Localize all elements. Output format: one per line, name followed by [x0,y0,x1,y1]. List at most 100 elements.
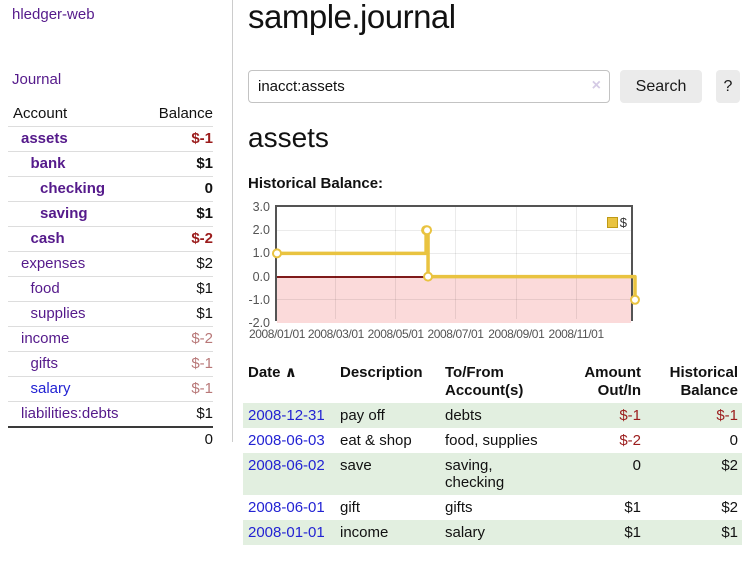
register-description: gift [340,499,361,516]
y-axis-tick-label: 0.0 [252,269,270,284]
account-link[interactable]: supplies [30,305,86,322]
register-amount: $1 [624,524,641,541]
register-description: eat & shop [340,432,412,449]
date-link[interactable]: 2008-01-01 [248,524,325,541]
accounts-table: Account Balance assets $-1 bank $1 checking 0… [8,102,213,452]
register-description: income [340,524,389,541]
negative-region [277,276,631,323]
data-point-marker[interactable] [272,248,282,259]
data-point-marker[interactable] [423,271,434,282]
register-accounts: debts [445,407,482,424]
v-gridline [335,207,337,319]
chart-plot-area[interactable]: $ [272,205,640,323]
x-axis-tick-label: 2008/05/01 [367,327,424,341]
search-button[interactable]: Search [620,70,702,103]
account-balance: $-1 [145,126,213,152]
register-header-date[interactable]: Date ∧ [248,364,297,381]
account-link[interactable]: expenses [21,255,86,272]
account-link[interactable]: gifts [30,355,59,372]
register-row[interactable]: 2008-06-01 gift gifts $1 $2 [243,495,742,520]
account-balance: $2 [145,251,213,277]
register-balance: 0 [729,432,738,449]
date-link[interactable]: 2008-12-31 [248,407,325,424]
search-form: × Search ? [248,70,742,103]
account-link[interactable]: liabilities:debts [21,405,119,422]
register-accounts: salary [445,524,486,541]
account-link[interactable]: income [21,330,70,347]
historical-balance-chart[interactable]: 3.0 2.0 1.0 0.0 -1.0 -2.0 $ 2008/01/01 2008/03… [248,200,668,345]
x-axis-tick-label: 2008/09/01 [488,327,545,341]
y-axis-tick-label: -1.0 [248,292,270,307]
page-title: sample.journal [248,0,456,35]
search-input[interactable] [248,70,610,103]
account-balance: $1 [145,401,213,428]
x-axis-tick-label: 2008/03/01 [307,327,364,341]
accounts-header-balance: Balance [145,102,213,127]
register-accounts: saving, checking [445,457,505,491]
register-row[interactable]: 2008-06-03 eat & shop food, supplies $-2 0 [243,428,742,453]
date-link[interactable]: 2008-06-03 [248,432,325,449]
register-amount: 0 [632,457,641,474]
app-title-link[interactable]: hledger-web [12,6,95,23]
date-link[interactable]: 2008-06-01 [248,499,325,516]
y-axis-tick-label: 3.0 [252,200,270,214]
account-link[interactable]: food [30,280,60,297]
chart-legend: $ [606,215,627,230]
register-accounts: gifts [445,499,473,516]
h-gridline [277,229,631,231]
account-link[interactable]: salary [30,380,71,397]
x-axis-tick-label: 2008/01/01 [248,327,306,341]
chart-title: Historical Balance: [248,175,384,192]
account-row: gifts $-1 [8,351,213,377]
x-axis-tick-label: 2008/11/01 [548,327,605,341]
account-row: assets $-1 [8,126,213,152]
register-balance: $2 [721,457,738,474]
account-balance: $1 [145,301,213,327]
account-link[interactable]: assets [21,130,68,147]
date-link[interactable]: 2008-06-02 [248,457,325,474]
clear-search-icon[interactable]: × [591,77,601,94]
register-table: Date ∧ Description To/From Account(s) Am… [243,362,742,545]
sidebar-item-journal[interactable]: Journal [12,71,62,88]
h-gridline [277,299,631,301]
register-header-balance: Historical Balance [669,364,738,399]
legend-label: $ [619,215,627,230]
register-header-description: Description [340,364,423,381]
h-gridline [277,252,631,254]
account-link[interactable]: bank [30,155,66,172]
account-balance: $-1 [145,376,213,402]
account-link[interactable]: checking [40,180,106,197]
account-row: supplies $1 [8,301,213,327]
account-row: expenses $2 [8,251,213,277]
v-gridline [515,207,517,319]
data-point-marker[interactable] [630,294,640,305]
account-row: income $-2 [8,326,213,352]
account-row: cash $-2 [8,226,213,252]
y-axis-tick-label: 1.0 [252,246,270,261]
help-button[interactable]: ? [716,70,740,103]
account-balance: $-2 [145,226,213,252]
account-balance: $-2 [145,326,213,352]
account-row: liabilities:debts $1 [8,401,213,428]
y-axis-tick-label: -2.0 [248,316,270,330]
account-link[interactable]: cash [30,230,65,247]
register-row[interactable]: 2008-01-01 income salary $1 $1 [243,520,742,545]
register-header-amount: Amount Out/In [584,364,641,399]
balance-line-series [272,225,640,305]
register-amount: $-1 [619,407,641,424]
sort-ascending-icon: ∧ [284,364,297,381]
account-row: salary $-1 [8,376,213,402]
v-gridline [395,207,397,319]
accounts-header-account: Account [8,102,146,127]
v-gridline [575,207,577,319]
register-row[interactable]: 2008-06-02 save saving, checking 0 $2 [243,453,742,495]
register-row[interactable]: 2008-12-31 pay off debts $-1 $-1 [243,403,742,428]
account-balance: $1 [145,201,213,227]
account-balance: 0 [145,176,213,202]
account-balance: $1 [145,276,213,302]
data-point-marker[interactable] [422,225,433,236]
register-balance: $1 [721,524,738,541]
account-link[interactable]: saving [40,205,88,222]
account-row: bank $1 [8,151,213,177]
account-balance: $1 [145,151,213,177]
